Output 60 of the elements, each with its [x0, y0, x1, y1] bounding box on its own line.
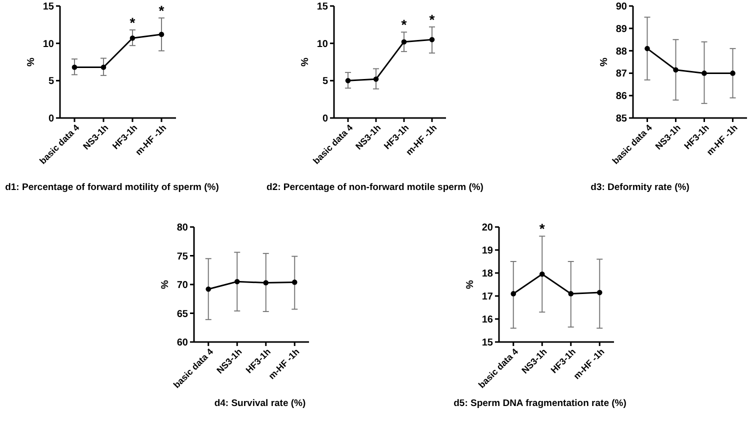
y-tick-label: 86 — [616, 91, 628, 102]
y-tick-label: 10 — [42, 38, 54, 50]
y-tick-label: 75 — [176, 251, 188, 262]
y-tick-label: 90 — [616, 2, 628, 12]
point — [510, 291, 516, 296]
y-tick-label: 65 — [176, 308, 188, 320]
point — [292, 280, 298, 285]
y-axis-title: % — [160, 280, 171, 289]
y-tick-label: 0 — [48, 114, 54, 124]
point — [429, 36, 435, 42]
text: d4: Survival rate (%) — [214, 398, 306, 409]
point — [72, 64, 78, 70]
annotation: * — [429, 11, 436, 28]
y-axis-title: % — [26, 57, 37, 66]
point — [673, 67, 678, 72]
point — [596, 290, 602, 296]
text: d2: Percentage of non-forward motile sperm (%) — [266, 182, 484, 193]
annotation: * — [158, 2, 165, 18]
text: d3: Deformity rate (%) — [590, 182, 690, 193]
y-tick-label: 15 — [316, 2, 328, 12]
y-tick-label: 20 — [482, 222, 494, 234]
annotation: * — [539, 220, 546, 237]
y-tick-label: 87 — [616, 68, 628, 80]
y-tick-label: 17 — [482, 292, 494, 302]
point — [730, 70, 736, 76]
point — [263, 280, 269, 286]
point — [644, 46, 650, 52]
text: d5: Sperm DNA fragmentation rate (%) — [454, 398, 626, 409]
y-tick-label: 0 — [322, 114, 328, 124]
y-tick-label: 70 — [176, 280, 188, 291]
y-tick-label: 5 — [322, 76, 328, 88]
text: d1: Percentage of forward motility of sperm (%) — [5, 182, 219, 193]
y-tick-label: 5 — [48, 76, 54, 88]
point — [158, 32, 164, 38]
y-axis-title: % — [599, 57, 610, 66]
y-tick-label: 15 — [482, 338, 494, 348]
point — [702, 70, 707, 76]
point — [234, 278, 240, 284]
y-axis-title: % — [465, 280, 476, 289]
point — [130, 35, 136, 41]
point — [206, 286, 212, 292]
y-tick-label: 85 — [616, 114, 628, 124]
point — [539, 272, 545, 277]
y-tick-label: 89 — [616, 24, 628, 35]
annotation: * — [130, 14, 136, 30]
point — [568, 291, 574, 296]
point — [401, 39, 407, 44]
y-tick-label: 16 — [482, 314, 494, 326]
y-tick-label: 60 — [176, 338, 188, 348]
y-tick-label: 19 — [482, 246, 494, 256]
y-tick-label: 80 — [176, 222, 188, 234]
annotation: * — [401, 16, 408, 33]
point — [373, 76, 379, 82]
point — [100, 64, 106, 70]
y-axis-title: % — [300, 57, 311, 66]
y-tick-label: 15 — [42, 2, 54, 12]
y-tick-label: 88 — [616, 46, 628, 58]
point — [345, 78, 351, 84]
y-tick-label: 10 — [316, 38, 328, 50]
y-tick-label: 18 — [482, 268, 494, 280]
